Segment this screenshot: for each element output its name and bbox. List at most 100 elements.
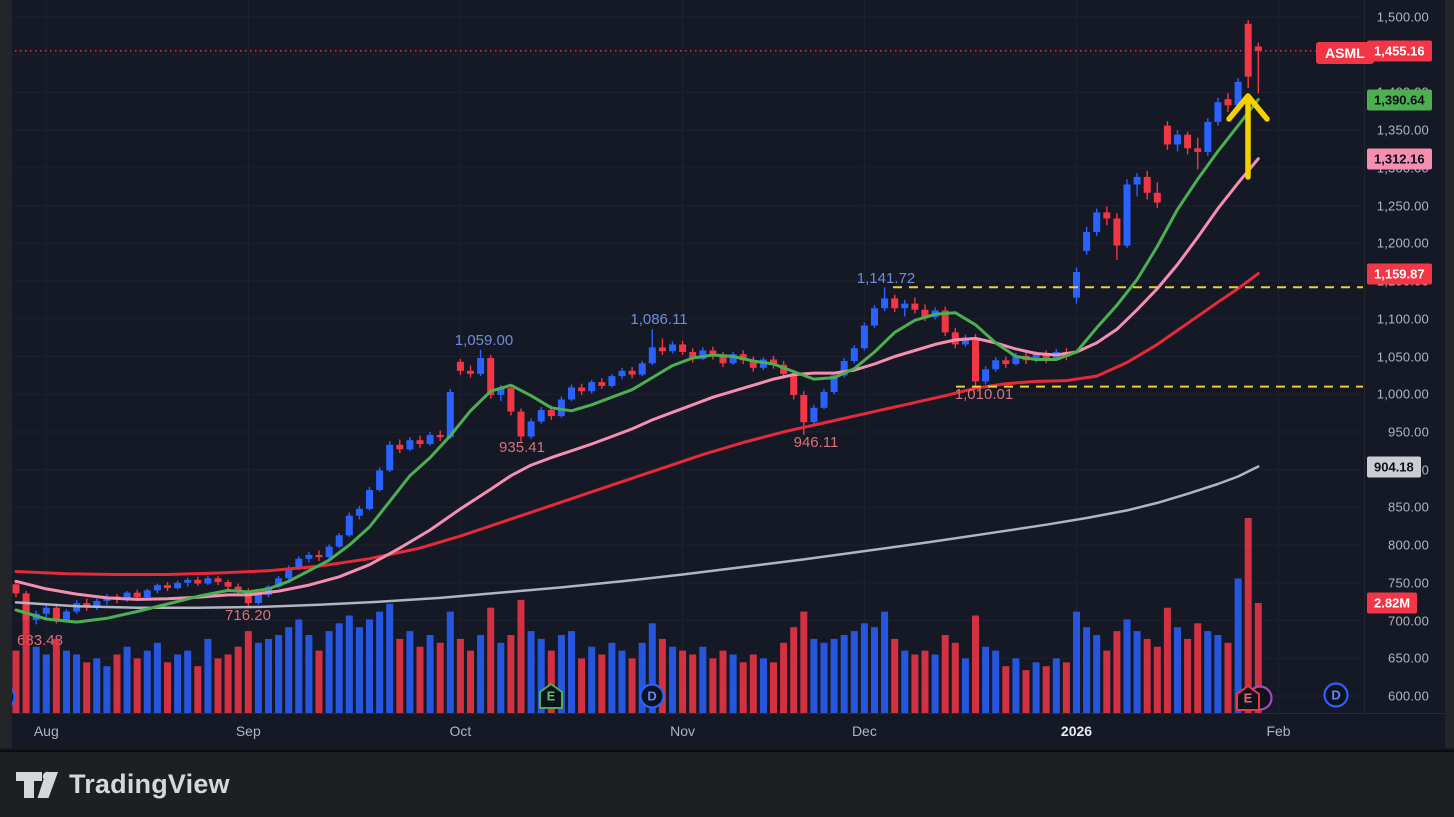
price-annotation: 1,059.00 bbox=[455, 332, 513, 349]
candle-body bbox=[1032, 354, 1040, 361]
volume-bar bbox=[63, 650, 70, 713]
volume-bar bbox=[446, 611, 454, 713]
candle-body bbox=[1143, 176, 1151, 193]
candle-body bbox=[305, 554, 313, 559]
volume-bar bbox=[800, 611, 808, 713]
candle-body bbox=[547, 410, 555, 417]
candle-body bbox=[830, 375, 838, 392]
volume-bar bbox=[1012, 658, 1020, 713]
candle-body bbox=[164, 585, 171, 589]
volume-bar bbox=[739, 662, 747, 713]
symbol-price-tag: ASML bbox=[1316, 42, 1374, 64]
candle-body bbox=[426, 434, 434, 445]
candle-body bbox=[467, 370, 474, 374]
candle-body bbox=[881, 298, 889, 309]
candle-body bbox=[153, 585, 161, 591]
earnings-badge-january[interactable]: E bbox=[1236, 685, 1260, 711]
candle-body bbox=[487, 358, 495, 395]
volume-bar bbox=[295, 619, 303, 713]
volume-bar bbox=[93, 658, 101, 713]
last-price-label: 1,455.16 bbox=[1367, 40, 1432, 62]
volume-bar bbox=[699, 646, 707, 713]
candle-body bbox=[1153, 192, 1161, 203]
candle-body bbox=[669, 344, 676, 352]
candle-body bbox=[376, 470, 384, 491]
volume-bar bbox=[1204, 631, 1212, 713]
volume-bar bbox=[1113, 631, 1121, 713]
candle-body bbox=[1244, 23, 1252, 77]
volume-bar bbox=[729, 654, 737, 713]
candle-body bbox=[648, 347, 656, 364]
ma-slow-red-line[interactable] bbox=[14, 272, 1260, 576]
volume-bar bbox=[1052, 658, 1060, 713]
dividend-badge-axis[interactable]: D bbox=[1323, 682, 1349, 708]
candle-body bbox=[527, 421, 535, 437]
ma-long-gray-line[interactable] bbox=[14, 465, 1260, 609]
candle-body bbox=[689, 351, 697, 359]
dividend-badge-november[interactable]: D bbox=[639, 683, 665, 709]
y-axis-tick: 750.00 bbox=[1388, 575, 1429, 591]
volume-bar bbox=[1184, 638, 1192, 713]
y-axis-tick: 1,000.00 bbox=[1376, 386, 1429, 402]
y-axis-tick: 1,200.00 bbox=[1376, 235, 1429, 251]
volume-bar bbox=[820, 642, 828, 713]
candle-body bbox=[770, 359, 777, 365]
price-chart-pane[interactable]: 683.48 716.20 1,059.00 935.41 1,086.11 946.11… bbox=[0, 0, 1454, 748]
volume-bar bbox=[1194, 623, 1202, 713]
candle-body bbox=[961, 337, 969, 345]
tradingview-logo-icon[interactable] bbox=[14, 770, 60, 800]
x-axis-tick-feb: Feb bbox=[1266, 723, 1291, 739]
volume-bar bbox=[881, 611, 889, 713]
volume-bar bbox=[184, 650, 192, 713]
candle-body bbox=[749, 360, 757, 368]
volume-bar bbox=[42, 654, 50, 713]
volume-bar bbox=[810, 638, 818, 713]
price-annotation: 935.41 bbox=[499, 439, 545, 456]
ma-slow-label: 1,159.87 bbox=[1367, 263, 1432, 285]
volume-bar bbox=[1244, 518, 1252, 713]
ma-long-label: 904.18 bbox=[1367, 456, 1421, 477]
ma-fast-green-line[interactable] bbox=[14, 98, 1260, 624]
candle-body bbox=[42, 607, 50, 614]
y-axis-tick: 1,100.00 bbox=[1376, 311, 1429, 327]
candle-body bbox=[123, 592, 131, 600]
up-arrow-drawing[interactable] bbox=[1226, 93, 1270, 180]
volume-bar bbox=[1083, 627, 1091, 713]
volume-bar bbox=[961, 658, 969, 713]
volume-bar bbox=[1133, 631, 1141, 713]
volume-bar bbox=[901, 650, 909, 713]
candle-body bbox=[507, 388, 515, 412]
volume-bar bbox=[214, 658, 222, 713]
candle-body bbox=[52, 607, 60, 621]
volume-bar bbox=[1123, 619, 1131, 713]
volume-bar bbox=[931, 654, 939, 713]
earnings-badge-october[interactable]: E bbox=[539, 683, 563, 709]
candle-body bbox=[1194, 148, 1202, 153]
candle-body bbox=[709, 350, 717, 356]
candle-body bbox=[578, 387, 586, 392]
price-axis[interactable]: 1,500.001,400.001,350.001,300.001,250.00… bbox=[1364, 0, 1446, 713]
candle-body bbox=[588, 382, 596, 392]
volume-series[interactable] bbox=[12, 518, 1262, 713]
time-axis[interactable]: Aug Sep Oct Nov Dec 2026 Feb bbox=[0, 713, 1446, 748]
x-axis-tick-nov: Nov bbox=[670, 723, 696, 739]
candle-body bbox=[537, 410, 545, 422]
tradingview-brand-text[interactable]: TradingView bbox=[69, 769, 230, 799]
candle-body bbox=[921, 309, 929, 318]
candle-body bbox=[285, 567, 293, 579]
window-edge-left bbox=[0, 0, 12, 748]
candle-body bbox=[477, 358, 485, 374]
volume-bar bbox=[1032, 662, 1040, 713]
candle-body bbox=[325, 546, 333, 558]
volume-bar bbox=[1254, 603, 1262, 713]
volume-bar bbox=[951, 642, 959, 713]
volume-bar bbox=[366, 619, 373, 713]
chart-canvas[interactable]: 683.48716.201,059.00935.411,086.11946.11… bbox=[0, 0, 1454, 748]
event-letter: D bbox=[647, 688, 656, 703]
candle-body bbox=[63, 611, 70, 621]
volume-bar bbox=[123, 646, 131, 713]
volume-bar bbox=[305, 635, 313, 713]
candle-body bbox=[1073, 272, 1080, 298]
candle-body bbox=[1133, 176, 1141, 185]
volume-bar bbox=[1234, 578, 1242, 713]
